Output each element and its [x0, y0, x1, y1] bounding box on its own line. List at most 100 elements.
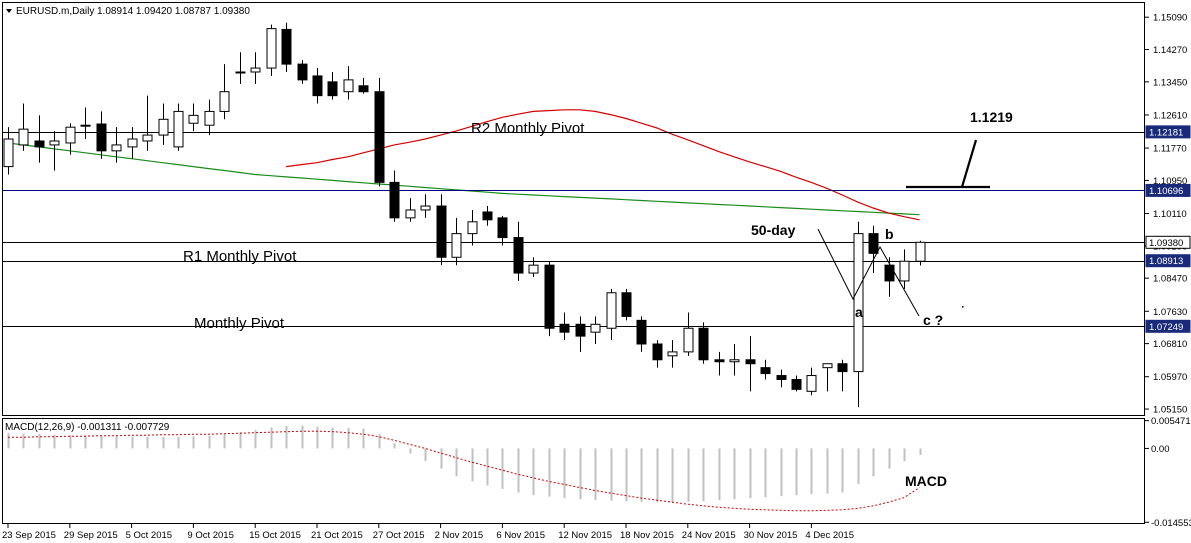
- r2-pivot-label: R2 Monthly Pivot: [471, 120, 585, 137]
- symbol-label: EURUSD.m,Daily: [16, 6, 94, 17]
- price-tag-label: 1.09380: [1149, 238, 1183, 249]
- candle-body: [698, 327, 709, 361]
- date-tick-label: 6 Nov 2015: [496, 530, 545, 541]
- candle-body: [173, 110, 184, 148]
- date-tick-label: 2 Nov 2015: [435, 530, 484, 541]
- candle-body: [158, 118, 169, 136]
- target-arrow-stroke: [906, 139, 990, 189]
- price-tick-label: 1.12610: [1153, 110, 1187, 121]
- candle-body: [80, 124, 91, 127]
- candle-body: [899, 260, 910, 282]
- price-tag-box: [1145, 125, 1191, 139]
- candle-body: [436, 205, 447, 258]
- candle-body: [590, 323, 601, 333]
- candle-body: [683, 327, 694, 353]
- candle-body: [327, 81, 338, 97]
- candle-body: [343, 79, 354, 93]
- axis-layer: 1.15090 1.14270 1.13450 1.12610 1.11770 1.109…: [2, 13, 1191, 541]
- candle-body: [915, 241, 926, 262]
- macd-tick-label: 0.005471: [1151, 416, 1191, 427]
- candle-body: [420, 205, 431, 211]
- price-tick-label: 1.10110: [1153, 209, 1187, 220]
- date-tick-label: 21 Oct 2015: [311, 530, 363, 541]
- date-tick-label: 27 Oct 2015: [373, 530, 425, 541]
- candle-body: [822, 363, 833, 369]
- date-tick-label: 24 Nov 2015: [682, 530, 736, 541]
- price-tick-label: 1.15090: [1153, 13, 1187, 24]
- target-level-label: 1.1219: [970, 109, 1013, 125]
- candle-body: [497, 217, 508, 239]
- price-tick-label: 1.10950: [1153, 176, 1187, 187]
- price-tick-label: 1.07630: [1153, 307, 1187, 318]
- date-tick-label: 23 Sep 2015: [2, 530, 56, 541]
- candle-body: [853, 233, 864, 373]
- candle-body: [467, 221, 478, 235]
- candle-body: [65, 126, 76, 144]
- price-tick-label: 1.11770: [1153, 144, 1187, 155]
- pivot-levels-layer: [3, 132, 1145, 327]
- candle-body: [544, 264, 555, 329]
- candle-body: [142, 134, 153, 142]
- candle-body: [389, 181, 400, 219]
- date-tick-label: 15 Oct 2015: [249, 530, 301, 541]
- date-tick-label: 18 Nov 2015: [620, 530, 674, 541]
- price-tick-label: 1.13450: [1153, 77, 1187, 88]
- candle-body: [729, 359, 740, 363]
- candle-body: [776, 375, 787, 380]
- candle-body: [513, 237, 524, 274]
- price-tag-box: [1145, 183, 1191, 197]
- candle-body: [714, 359, 725, 363]
- candle-body: [127, 138, 138, 148]
- candle-body: [3, 138, 14, 168]
- macd-panel-frame: [2, 418, 1145, 524]
- candle-body: [482, 211, 493, 221]
- candle-body: [837, 363, 848, 373]
- wave-c-label: c ?: [923, 312, 943, 328]
- candle-body: [312, 75, 323, 97]
- price-tick-label: 1.05150: [1153, 405, 1187, 416]
- macd-header: MACD(12,26,9) -0.001311 -0.007729: [5, 422, 170, 433]
- date-tick-label: 5 Oct 2015: [126, 530, 172, 541]
- candle-body: [96, 123, 107, 152]
- candle-body: [49, 140, 60, 146]
- candle-body: [884, 264, 895, 282]
- date-tick-label: 9 Oct 2015: [187, 530, 233, 541]
- date-tick-label: 29 Sep 2015: [64, 530, 118, 541]
- price-tag-box: [1145, 235, 1191, 249]
- date-tick-label: 12 Nov 2015: [558, 530, 612, 541]
- candle-body: [34, 140, 45, 148]
- price-tag-label: 1.10696: [1149, 186, 1183, 197]
- symbol-dropdown-icon[interactable]: [6, 9, 12, 13]
- date-tick-label: 30 Nov 2015: [744, 530, 798, 541]
- macd-tick-label: 0.00: [1151, 444, 1170, 455]
- candle-body: [528, 264, 539, 274]
- price-tick-label: 1.14270: [1153, 45, 1187, 56]
- candle-body: [791, 378, 802, 390]
- candle-body: [188, 114, 199, 124]
- price-tick-label: 1.05970: [1153, 372, 1187, 383]
- wave-abc-stroke: [817, 228, 920, 317]
- candle-body: [219, 91, 230, 112]
- candle-body: [405, 209, 416, 219]
- price-tag-box: [1145, 254, 1191, 268]
- stray-dot: [962, 306, 964, 308]
- price-tag-label: 1.12181: [1149, 127, 1183, 138]
- wave-b-label: b: [885, 226, 894, 242]
- price-tick-label: 1.08470: [1153, 274, 1187, 285]
- ma50-line: [286, 109, 920, 221]
- candles-layer: [3, 22, 926, 408]
- main-panel-frame: [2, 2, 1145, 416]
- price-tag-box: [1145, 319, 1191, 333]
- price-tag-label: 1.07249: [1149, 322, 1183, 333]
- candle-body: [606, 292, 617, 329]
- wave-a-label: a: [855, 304, 863, 320]
- macd-label: MACD: [905, 473, 947, 489]
- candle-body: [358, 85, 369, 93]
- candle-body: [281, 28, 292, 65]
- candle-body: [652, 343, 663, 361]
- r1-pivot-label: R1 Monthly Pivot: [183, 248, 297, 265]
- candle-body: [745, 359, 756, 365]
- candle-body: [297, 63, 308, 81]
- candle-body: [18, 128, 29, 146]
